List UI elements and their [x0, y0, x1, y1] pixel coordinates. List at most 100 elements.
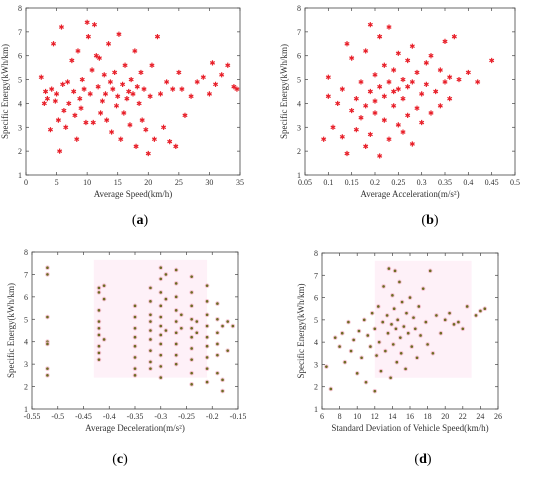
data-point — [50, 41, 57, 47]
data-point — [220, 388, 225, 394]
data-point — [96, 325, 102, 331]
chart-panel-b: 0.05 0.1 0.15 0.2 0.25 0.3 0.35 0.4 0.45 0.5 1 2 3 4 5… — [275, 0, 550, 239]
x-axis-label: Average Deceleration(m/s²) — [85, 423, 185, 433]
data-point — [84, 19, 90, 25]
data-point — [363, 143, 369, 149]
data-point — [215, 316, 220, 322]
data-point — [55, 117, 61, 123]
y-tick-label: 3 — [297, 123, 301, 132]
data-point — [212, 81, 219, 87]
y-tick-label: 2 — [24, 383, 28, 392]
data-point — [147, 93, 153, 99]
data-point — [395, 122, 401, 128]
data-point — [188, 93, 194, 99]
chart-svg-a: 0 5 10 15 20 25 30 35 1 2 3 4 5 6 7 8 Average Speed(km/h… — [0, 4, 244, 199]
data-point — [41, 100, 47, 107]
data-point — [407, 295, 413, 300]
y-axis-label: Specific Energy(kWh/km) — [6, 283, 16, 378]
data-point — [118, 136, 124, 142]
data-point — [409, 79, 415, 85]
data-point — [349, 55, 355, 61]
x-tick-label: 0.25 — [391, 178, 405, 187]
data-point — [400, 76, 406, 83]
data-point — [419, 91, 425, 97]
x-tick-label: 6 — [320, 412, 324, 421]
data-point — [386, 79, 392, 85]
data-point — [79, 76, 85, 83]
data-point — [414, 105, 420, 111]
data-point — [132, 48, 138, 54]
data-point — [409, 344, 415, 349]
x-tick-label: 10 — [353, 412, 361, 421]
data-point — [204, 323, 210, 329]
data-point — [391, 103, 397, 109]
data-point — [367, 22, 373, 28]
data-point — [63, 124, 69, 130]
data-point — [456, 319, 461, 325]
data-point — [78, 105, 84, 111]
data-point — [372, 98, 378, 104]
data-point — [359, 355, 364, 361]
data-point — [133, 143, 139, 149]
data-point — [339, 134, 345, 140]
data-point — [442, 38, 448, 44]
data-point — [189, 334, 194, 340]
data-point — [414, 355, 420, 361]
data-point — [83, 119, 89, 126]
data-point — [344, 41, 350, 47]
data-point — [200, 74, 206, 80]
data-point — [390, 342, 396, 347]
data-point — [475, 79, 481, 85]
data-point — [132, 303, 138, 309]
data-point — [384, 313, 390, 318]
x-tick-label: 0.5 — [510, 178, 520, 187]
data-point — [383, 348, 388, 354]
data-point — [330, 124, 336, 130]
data-point — [115, 93, 121, 99]
data-point — [99, 98, 105, 104]
data-point — [416, 304, 422, 309]
data-point — [170, 86, 176, 92]
data-point — [124, 96, 130, 102]
data-point — [66, 100, 72, 107]
plot-frame-b — [304, 7, 516, 176]
data-point — [381, 284, 386, 289]
data-point — [401, 324, 407, 329]
data-point — [148, 359, 153, 365]
data-point — [45, 265, 50, 270]
y-tick-label: 7 — [18, 28, 22, 37]
data-point — [57, 148, 63, 154]
data-point — [96, 332, 102, 338]
x-axis-label: Average Acceleration(m/s²) — [360, 189, 459, 199]
data-point — [141, 86, 147, 92]
data-point — [389, 322, 394, 327]
data-point — [377, 34, 383, 40]
y-tick-label: 4 — [18, 99, 22, 108]
data-point — [45, 314, 50, 320]
data-point — [173, 294, 179, 300]
x-tick-label: 16 — [406, 412, 414, 421]
data-point — [98, 110, 104, 116]
plot-frame-a — [25, 7, 241, 176]
x-tick-label: -0.25 — [178, 412, 195, 421]
data-point — [395, 50, 401, 56]
caption-d: (d) — [414, 452, 432, 467]
data-point — [419, 119, 425, 126]
data-point — [395, 317, 400, 323]
data-point — [391, 306, 397, 312]
data-point — [173, 281, 179, 286]
data-point — [173, 267, 179, 273]
data-point — [409, 141, 415, 147]
data-point — [394, 359, 400, 365]
data-point — [372, 388, 378, 394]
data-point — [405, 330, 411, 336]
data-point — [130, 91, 136, 97]
y-tick-label: 4 — [314, 338, 318, 347]
data-point — [215, 370, 220, 376]
plot-background-haze-d — [374, 260, 472, 378]
data-point — [430, 350, 436, 356]
data-point — [104, 117, 110, 123]
data-point — [215, 352, 220, 358]
data-point — [456, 76, 462, 83]
